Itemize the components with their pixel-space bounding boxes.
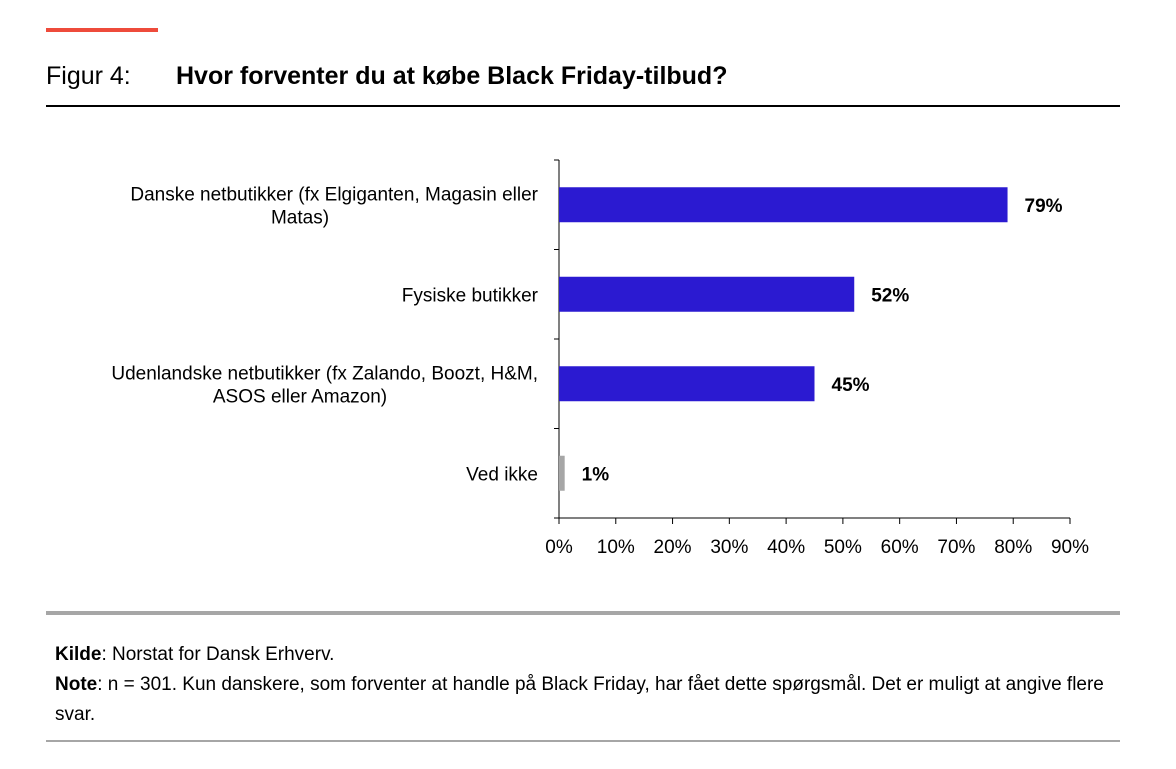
- footer-rule-bottom: [46, 740, 1120, 742]
- category-label: ASOS eller Amazon): [213, 386, 387, 407]
- source-text: : Norstat for Dansk Erhverv.: [101, 644, 335, 665]
- figure-header: Figur 4: Hvor forventer du at købe Black…: [46, 62, 727, 91]
- x-tick-label: 40%: [767, 537, 805, 558]
- note-key: Note: [55, 674, 98, 695]
- note-line: Note: n = 301. Kun danskere, som forvent…: [55, 670, 1125, 730]
- footer-rule-top: [46, 611, 1120, 615]
- header-rule: [46, 105, 1120, 107]
- bar: [559, 366, 815, 402]
- x-tick-label: 50%: [824, 537, 862, 558]
- data-label: 79%: [1025, 196, 1063, 217]
- category-label: Danske netbutikker (fx Elgiganten, Magas…: [130, 184, 538, 205]
- x-tick-label: 90%: [1051, 537, 1089, 558]
- bar: [559, 276, 855, 312]
- note-text: : n = 301. Kun danskere, som forventer a…: [55, 674, 1104, 725]
- data-label: 1%: [582, 464, 610, 485]
- accent-bar: [46, 28, 158, 32]
- footer: Kilde: Norstat for Dansk Erhverv. Note: …: [55, 640, 1125, 730]
- bar-chart: 0% 10% 20% 30% 40% 50% 60% 70% 80% 90% 79% Danske n…: [111, 159, 1089, 558]
- x-tick-label: 20%: [654, 537, 692, 558]
- data-label: 52%: [871, 285, 909, 306]
- category-label: Ved ikke: [466, 464, 538, 485]
- category-label: Udenlandske netbutikker (fx Zalando, Boo…: [111, 363, 538, 384]
- category-label: Matas): [271, 207, 329, 228]
- x-tick-label: 30%: [710, 537, 748, 558]
- figure-label: Figur 4:: [46, 62, 131, 90]
- chart-title: Hvor forventer du at købe Black Friday-t…: [176, 62, 728, 90]
- x-tick-label: 80%: [994, 537, 1032, 558]
- x-tick-label: 10%: [597, 537, 635, 558]
- bar: [559, 187, 1008, 223]
- category-label: Fysiske butikker: [402, 285, 539, 306]
- x-tick-label: 60%: [881, 537, 919, 558]
- x-tick-label: 0%: [545, 537, 573, 558]
- bar: [559, 455, 565, 491]
- x-tick-label: 70%: [937, 537, 975, 558]
- data-label: 45%: [832, 375, 870, 396]
- source-line: Kilde: Norstat for Dansk Erhverv.: [55, 640, 1125, 670]
- source-key: Kilde: [55, 644, 102, 665]
